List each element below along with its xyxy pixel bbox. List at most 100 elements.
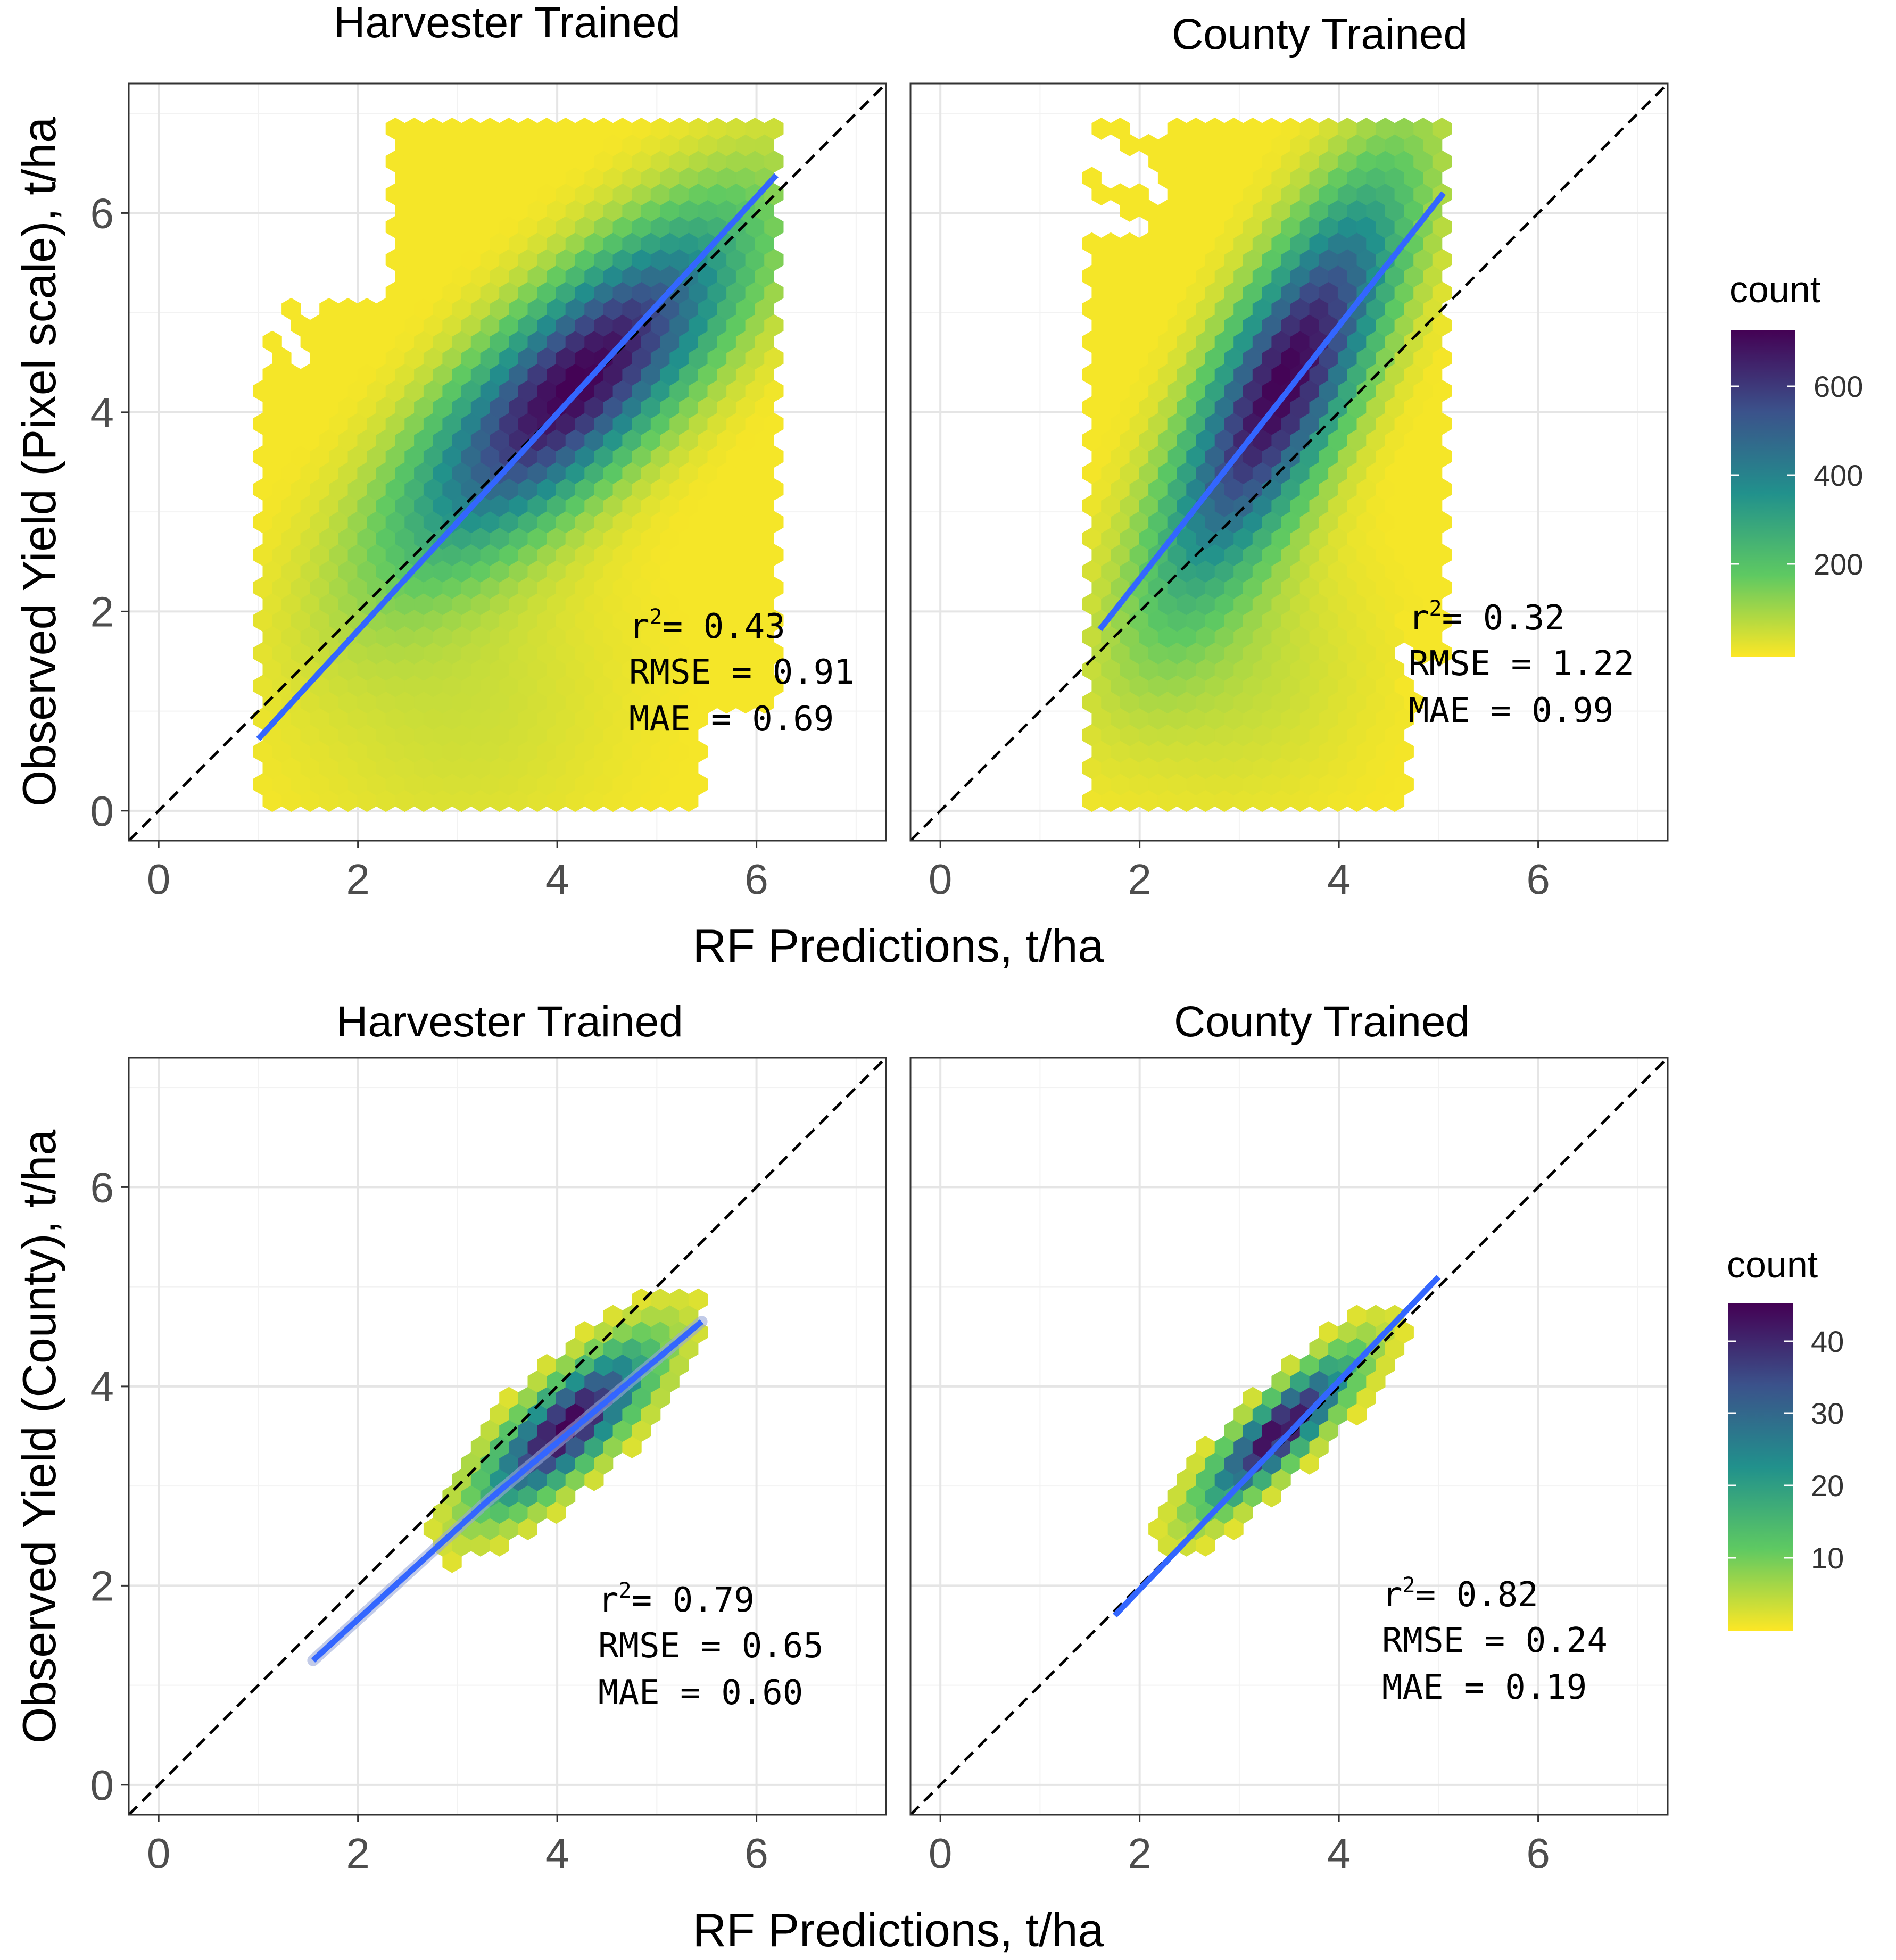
hex-bin [527,1468,547,1491]
hex-bin [537,1419,557,1442]
hex-bin [404,118,424,140]
hex-bin [547,757,566,779]
hex-bin [461,544,481,566]
hex-bin [509,232,528,255]
hex-bin [291,642,311,665]
hex-bin [1139,396,1158,419]
mae-stat: MAE = 0.19 [1382,1668,1587,1707]
hex-bin [698,396,717,419]
hex-bin [527,396,547,419]
hex-bin [1347,462,1367,484]
hex-bin [376,462,396,484]
hex-bin [1148,445,1168,468]
hex-bin [1356,215,1376,238]
hex-bin [707,544,727,566]
hex-bin [423,281,443,304]
hex-bin [1366,330,1386,353]
hex-bin [575,445,594,468]
hex-bin [404,511,424,534]
hex-bin [1423,527,1443,550]
hex-bin [565,724,585,746]
hex-bin [272,347,292,370]
hex-bin [688,379,708,402]
hex-bin [1356,183,1376,206]
hex-layer [253,118,784,812]
hex-bin [414,757,434,779]
hex-bin [556,248,576,271]
hex-bin [433,724,452,746]
hex-bin [735,167,756,189]
hex-bin [1356,511,1376,534]
x-tick-label: 0 [929,856,953,903]
hex-bin [414,232,434,255]
hex-bin [1347,134,1367,156]
hex-bin [575,183,594,206]
hex-bin [357,429,377,452]
hex-bin [1148,740,1168,763]
hex-bin [622,560,642,583]
hex-bin [452,429,471,452]
hex-bin [1319,675,1338,697]
hex-bin [499,708,519,730]
hex-bin [1157,494,1178,517]
hex-bin [262,757,282,779]
hex-bin [1177,724,1196,746]
hex-bin [641,626,661,648]
hex-bin [650,478,670,501]
hex-bin [1139,494,1158,517]
hex-bin [1309,396,1329,419]
hex-bin [518,576,537,599]
hex-bin [1347,1370,1367,1393]
hex-bin [1299,379,1319,402]
hex-bin [1356,412,1376,435]
hex-bin [1120,134,1140,156]
hex-bin [1337,1321,1357,1344]
hex-bin [641,134,661,156]
hex-bin [1281,511,1301,534]
hex-bin [726,118,746,140]
hex-bin [376,396,396,419]
hex-bin [612,544,632,566]
hex-bin [433,200,452,222]
hex-bin [1082,494,1102,517]
hex-bin [1347,232,1367,255]
hex-bin [1385,691,1405,714]
hex-bin [310,314,329,337]
hex-bin [1290,297,1310,320]
hex-bin [698,134,717,156]
r2-stat: r2= 0.43 [629,605,785,646]
hex-bin [338,429,358,452]
hex-bin [1205,118,1225,140]
hex-bin [1262,314,1281,337]
hex-bin [622,134,642,156]
hex-bin [1186,347,1206,370]
hex-bin [679,724,699,746]
hex-bin [1101,297,1121,320]
hex-bin [1205,379,1225,402]
hex-bin [1252,429,1272,452]
hex-bin [423,544,443,566]
hex-bin [470,560,491,583]
hex-bin [262,396,282,419]
hex-bin [1376,150,1395,173]
hex-bin [395,396,415,419]
hex-bin [376,363,396,386]
hex-bin [1091,379,1111,402]
hex-bin [556,118,576,140]
hex-bin [1214,1468,1234,1491]
hex-bin [1281,314,1301,337]
hex-bin [660,626,680,648]
hex-bin [395,626,415,648]
hex-bin [735,560,756,583]
hex-bin [1394,314,1414,337]
hex-bin [1337,347,1357,370]
hex-bin [1120,232,1140,255]
hex-bin [1224,740,1244,763]
hex-bin [461,412,481,435]
legend-tick-label: 40 [1811,1325,1844,1358]
hex-bin [641,691,661,714]
hex-bin [480,379,500,402]
hex-bin [1271,724,1291,746]
hex-bin [1404,265,1423,288]
hex-bin [641,527,661,550]
